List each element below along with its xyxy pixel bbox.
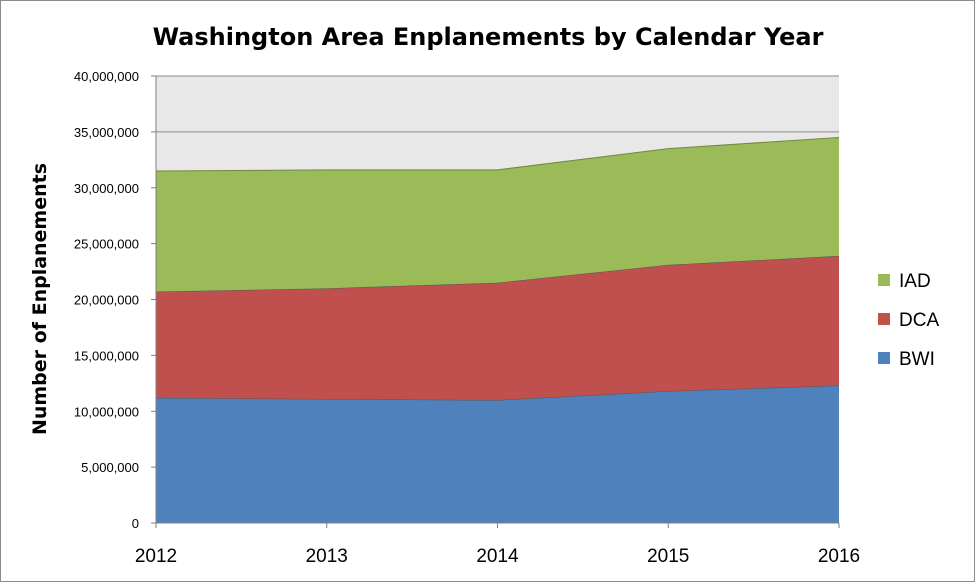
axes [151, 75, 840, 528]
y-tick-label-6: 30,000,000 [74, 181, 139, 196]
legend-label-iad: IAD [899, 271, 931, 292]
legend-swatch-iad [878, 274, 890, 286]
y-tick-label-1: 5,000,000 [81, 460, 139, 475]
y-tick-label-8: 40,000,000 [74, 69, 139, 84]
area-bwi [156, 385, 839, 523]
x-tick-labels: 2012 2013 2014 2015 2016 [135, 546, 860, 567]
chart-title: Washington Area Enplanements by Calendar… [153, 23, 824, 51]
x-tick-label-1: 2013 [306, 546, 348, 567]
y-tick-label-3: 15,000,000 [74, 348, 139, 363]
y-axis-label: Number of Enplanements [29, 163, 51, 435]
y-tick-label-5: 25,000,000 [74, 237, 139, 252]
x-tick-label-3: 2015 [647, 546, 689, 567]
area-series [155, 136, 840, 523]
legend: IAD DCA BWI [878, 271, 939, 370]
area-edge-iad [155, 136, 840, 172]
area-dca [156, 255, 839, 401]
legend-swatch-bwi [878, 352, 890, 364]
legend-label-bwi: BWI [899, 349, 935, 370]
y-tick-label-0: 0 [132, 516, 139, 531]
x-tick-label-4: 2016 [818, 546, 860, 567]
area-iad [156, 137, 839, 292]
x-tick-label-2: 2014 [476, 546, 519, 567]
y-tick-label-7: 35,000,000 [74, 125, 139, 140]
y-tick-label-2: 10,000,000 [74, 404, 139, 419]
y-tick-labels: 0 5,000,000 10,000,000 15,000,000 20,000,000… [74, 69, 139, 531]
legend-label-dca: DCA [899, 310, 939, 331]
y-tick-label-4: 20,000,000 [74, 293, 139, 308]
legend-swatch-dca [878, 313, 890, 325]
x-tick-label-0: 2012 [135, 546, 177, 567]
